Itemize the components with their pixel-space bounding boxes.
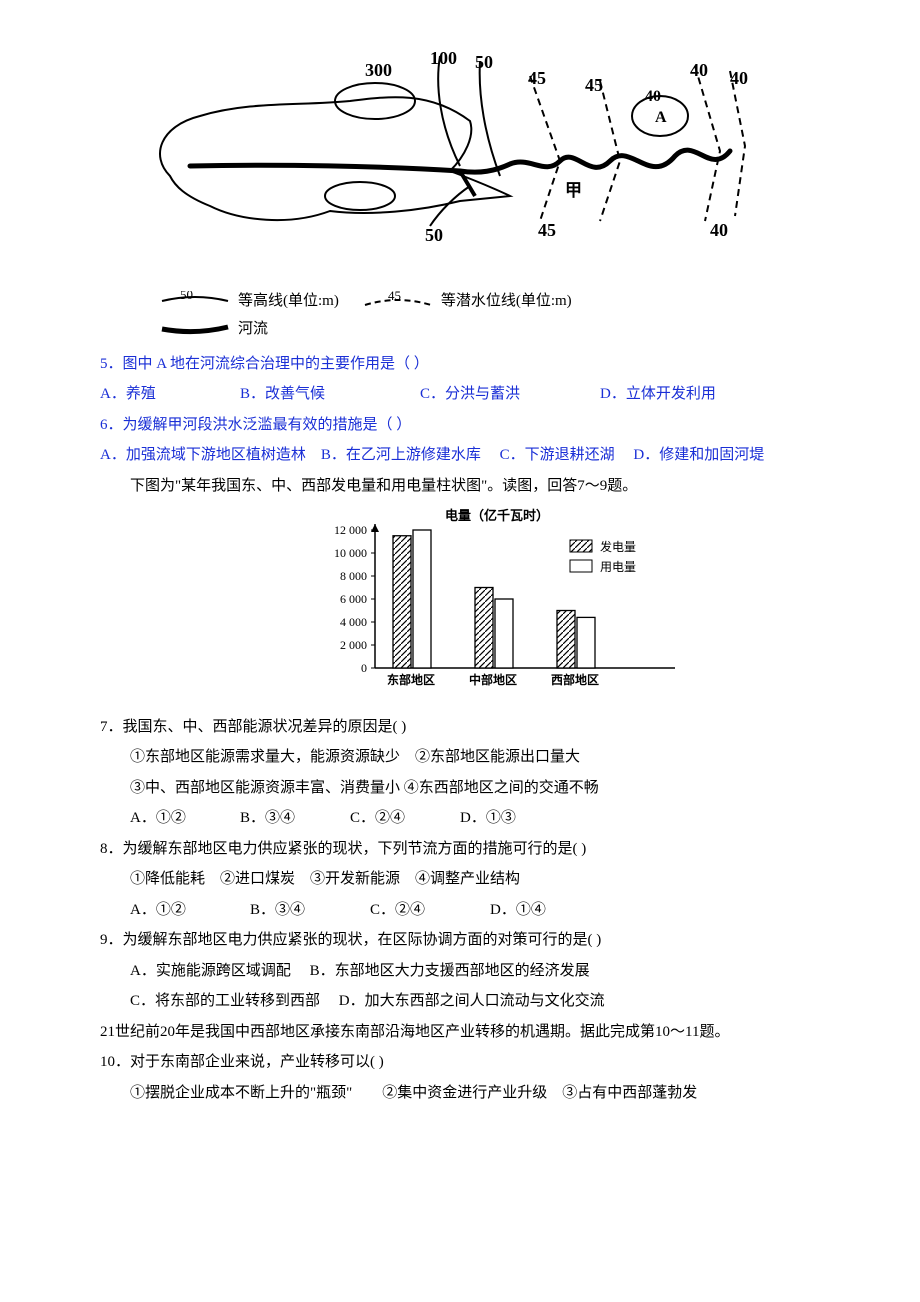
q6-opt-a: A．加强流域下游地区植树造林 xyxy=(100,447,306,463)
svg-text:10 000: 10 000 xyxy=(334,546,367,560)
bar-chart-svg: 电量（亿千瓦时） 0 2 000 4 000 6 000 8 000 10 000 12 00… xyxy=(305,506,685,696)
svg-text:用电量: 用电量 xyxy=(600,560,636,574)
q6-opt-b: B．在乙河上游修建水库 xyxy=(321,447,481,463)
q8-opt-b: B．③④ xyxy=(250,896,370,925)
chart-intro: 下图为"某年我国东、中、西部发电量和用电量柱状图"。读图，回答7～9题。 xyxy=(100,472,860,501)
svg-text:100: 100 xyxy=(430,48,457,68)
contour-map-svg: A 300 100 50 45 45 40 40 40 50 45 40 甲 xyxy=(130,46,770,276)
legend-river-text: 河流 xyxy=(238,315,268,344)
svg-text:45: 45 xyxy=(528,68,546,88)
q9-opt-a: A．实施能源跨区域调配 xyxy=(130,963,291,979)
q7-stem: 7．我国东、中、西部能源状况差异的原因是( ) xyxy=(100,713,860,742)
svg-text:50: 50 xyxy=(425,225,443,245)
q9-options-row2: C．将东部的工业转移到西部 D．加大东西部之间人口流动与文化交流 xyxy=(100,987,860,1016)
q7-opt-d: D．①③ xyxy=(460,804,516,833)
svg-text:40: 40 xyxy=(690,60,708,80)
legend-groundwater: 45 等潜水位线(单位:m) xyxy=(363,287,572,316)
svg-text:6 000: 6 000 xyxy=(340,592,367,606)
svg-text:50: 50 xyxy=(475,52,493,72)
svg-text:发电量: 发电量 xyxy=(600,539,636,554)
q9-opt-b: B．东部地区大力支援西部地区的经济发展 xyxy=(310,963,590,979)
svg-text:0: 0 xyxy=(361,661,367,675)
svg-text:2 000: 2 000 xyxy=(340,638,367,652)
legend-groundwater-text: 等潜水位线(单位:m) xyxy=(441,287,572,316)
svg-text:45: 45 xyxy=(388,291,401,303)
q6-options: A．加强流域下游地区植树造林 B．在乙河上游修建水库 C．下游退耕还湖 D．修建… xyxy=(100,441,860,470)
q8-opt-c: C．②④ xyxy=(370,896,490,925)
q5-opt-b: B．改善气候 xyxy=(240,380,420,409)
q7-s2: ③中、西部地区能源资源丰富、消费量小 ④东西部地区之间的交通不畅 xyxy=(100,774,860,803)
q7-options: A．①② B．③④ C．②④ D．①③ xyxy=(100,804,860,833)
svg-text:东部地区: 东部地区 xyxy=(387,672,435,687)
svg-text:8 000: 8 000 xyxy=(340,569,367,583)
point-a-label: A xyxy=(655,109,667,126)
svg-text:西部地区: 西部地区 xyxy=(551,672,599,687)
map-legend: 50 等高线(单位:m) 45 等潜水位线(单位:m) xyxy=(160,287,860,316)
q7-opt-a: A．①② xyxy=(130,804,240,833)
q9-opt-d: D．加大东西部之间人口流动与文化交流 xyxy=(339,993,605,1009)
svg-text:中部地区: 中部地区 xyxy=(469,672,517,687)
q8-stem: 8．为缓解东部地区电力供应紧张的现状，下列节流方面的措施可行的是( ) xyxy=(100,835,860,864)
svg-text:40: 40 xyxy=(645,88,661,105)
q6-opt-d: D．修建和加固河堤 xyxy=(633,447,764,463)
q9-opt-c: C．将东部的工业转移到西部 xyxy=(130,993,320,1009)
q7-s1: ①东部地区能源需求量大，能源资源缺少 ②东部地区能源出口量大 xyxy=(100,743,860,772)
svg-text:12 000: 12 000 xyxy=(334,523,367,537)
svg-text:40: 40 xyxy=(710,220,728,240)
svg-text:45: 45 xyxy=(585,75,603,95)
svg-text:300: 300 xyxy=(365,60,392,80)
q5-opt-a: A．养殖 xyxy=(100,380,240,409)
q5-stem: 5．图中 A 地在河流综合治理中的主要作用是（ ） xyxy=(100,350,860,379)
q5-opt-c: C．分洪与蓄洪 xyxy=(420,380,600,409)
q7-opt-c: C．②④ xyxy=(350,804,460,833)
q9-options-row1: A．实施能源跨区域调配 B．东部地区大力支援西部地区的经济发展 xyxy=(100,957,860,986)
q5-opt-d: D．立体开发利用 xyxy=(600,380,716,409)
svg-text:45: 45 xyxy=(538,220,556,240)
q8-opt-d: D．①④ xyxy=(490,896,546,925)
svg-text:4 000: 4 000 xyxy=(340,615,367,629)
q5-options: A．养殖 B．改善气候 C．分洪与蓄洪 D．立体开发利用 xyxy=(100,380,860,409)
river-path xyxy=(190,150,730,172)
svg-text:40: 40 xyxy=(730,68,748,88)
q8-s1: ①降低能耗 ②进口煤炭 ③开发新能源 ④调整产业结构 xyxy=(100,865,860,894)
passage-10-11: 21世纪前20年是我国中西部地区承接东南部沿海地区产业转移的机遇期。据此完成第1… xyxy=(100,1018,860,1047)
river-section-label: 甲 xyxy=(565,181,582,200)
q8-opt-a: A．①② xyxy=(130,896,250,925)
svg-text:50: 50 xyxy=(180,291,193,302)
q6-opt-c: C．下游退耕还湖 xyxy=(500,447,615,463)
q10-s1: ①摆脱企业成本不断上升的"瓶颈" ②集中资金进行产业升级 ③占有中西部蓬勃发 xyxy=(100,1079,860,1108)
map-legend-river: 河流 xyxy=(160,315,860,344)
q8-options: A．①② B．③④ C．②④ D．①④ xyxy=(100,896,860,925)
legend-contour-text: 等高线(单位:m) xyxy=(238,287,339,316)
bar-chart-figure: 电量（亿千瓦时） 0 2 000 4 000 6 000 8 000 10 000 12 00… xyxy=(130,506,860,707)
q6-stem: 6．为缓解甲河段洪水泛滥最有效的措施是（ ） xyxy=(100,411,860,440)
legend-contour: 50 等高线(单位:m) xyxy=(160,287,339,316)
contour-map-figure: A 300 100 50 45 45 40 40 40 50 45 40 甲 5… xyxy=(130,46,860,344)
q9-stem: 9．为缓解东部地区电力供应紧张的现状，在区际协调方面的对策可行的是( ) xyxy=(100,926,860,955)
q10-stem: 10．对于东南部企业来说，产业转移可以( ) xyxy=(100,1048,860,1077)
q7-opt-b: B．③④ xyxy=(240,804,350,833)
svg-text:电量（亿千瓦时）: 电量（亿千瓦时） xyxy=(445,508,549,523)
